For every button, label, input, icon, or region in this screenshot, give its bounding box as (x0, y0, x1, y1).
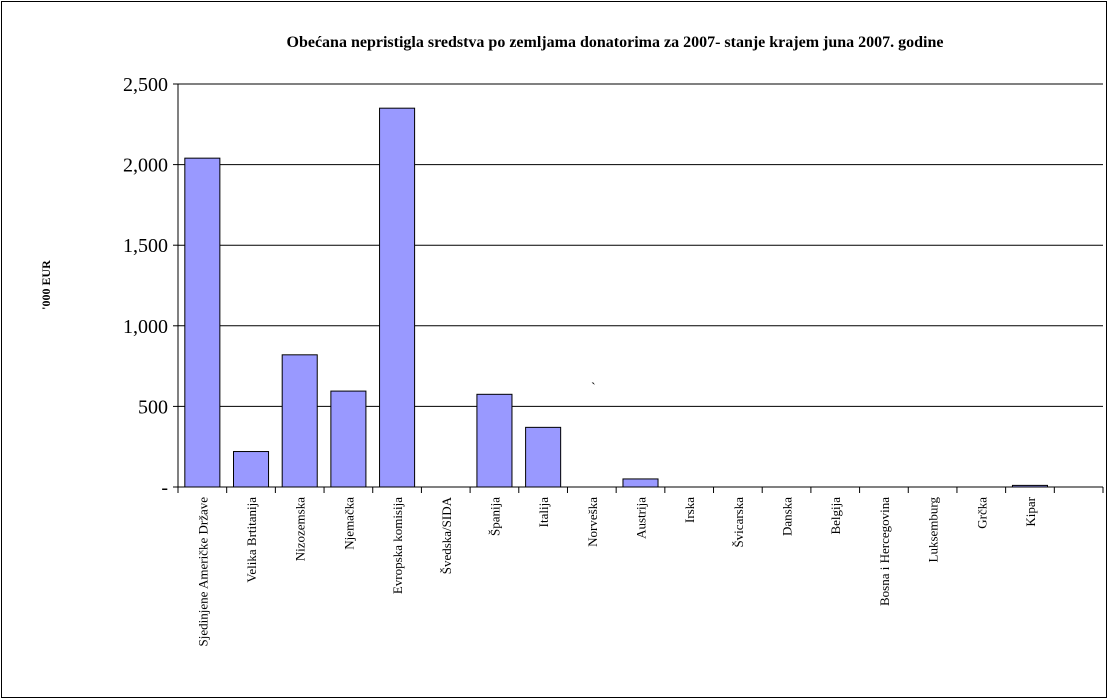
bar (233, 451, 270, 488)
y-tick-label: 1,000 (123, 316, 168, 338)
y-tick-label: 500 (138, 396, 168, 418)
x-tick-label: Sjedinjene Američke Države (195, 497, 210, 647)
y-tick-label: - (161, 477, 168, 499)
annotation: ` (591, 381, 596, 396)
x-tick-label: Belgija (828, 497, 843, 535)
x-tick-label: Nizozemska (293, 497, 308, 561)
x-tick-label: Evropska komisija (390, 497, 405, 594)
y-axis-label: '000 EUR (39, 260, 53, 310)
bar (476, 393, 513, 488)
bar (622, 478, 659, 488)
x-tick-label: Luksemburg (926, 497, 941, 563)
bar (1011, 484, 1049, 488)
x-tick-label: Švedska/SIDA (439, 496, 454, 574)
x-tick-label: Irska (682, 497, 697, 523)
y-tick-label: 2,500 (123, 74, 168, 96)
x-tick-label: Bosna i Hercegovina (877, 497, 892, 606)
bar (330, 390, 367, 488)
x-tick-label: Švicarska (731, 497, 746, 548)
x-tick-label: Norveška (585, 497, 600, 547)
x-tick-label: Španija (487, 497, 502, 536)
y-tick-label: 1,500 (123, 235, 168, 257)
x-tick-label: Njemačka (341, 497, 356, 550)
bar (184, 157, 221, 488)
x-tick-label: Danska (780, 497, 795, 536)
y-tick-label: 2,000 (123, 155, 168, 177)
x-tick-label: Grčka (974, 497, 989, 529)
x-tick-label: Velika Brtitanija (244, 497, 259, 583)
bar (281, 354, 318, 488)
bar (525, 426, 562, 488)
x-tick-label: Italija (536, 497, 551, 528)
x-tick-label: Kipar (1023, 496, 1038, 526)
bar (379, 107, 416, 488)
chart-title: Obećana nepristigla sredstva po zemljama… (287, 34, 944, 51)
x-tick-label: Austrija (634, 497, 649, 539)
